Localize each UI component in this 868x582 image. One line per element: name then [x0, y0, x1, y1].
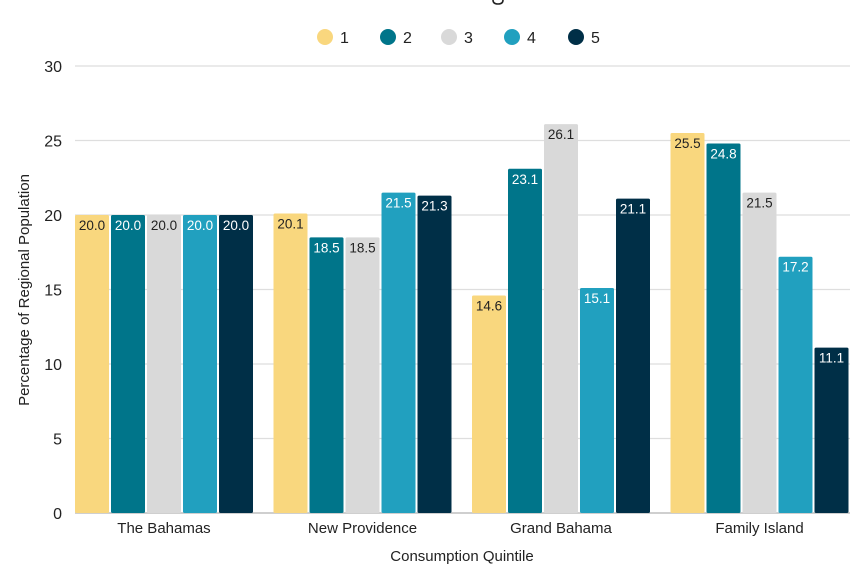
data-label: 25.5	[674, 136, 700, 151]
legend-marker	[568, 29, 584, 45]
data-label: 20.0	[151, 218, 177, 233]
legend-label: 4	[527, 30, 536, 47]
bar-series-1-1	[273, 213, 308, 513]
title-descender-fragment	[492, 0, 504, 5]
legend-marker	[504, 29, 520, 45]
data-label: 24.8	[710, 146, 736, 161]
bar-series-2-1	[309, 237, 344, 513]
bar-series-4-0	[183, 215, 217, 513]
bar-series-4-2	[580, 288, 614, 513]
y-tick-label: 5	[53, 432, 62, 449]
legend-label: 5	[591, 30, 600, 47]
legend-marker	[380, 29, 396, 45]
y-axis-title: Percentage of Regional Population	[16, 174, 33, 406]
bar-series-5-0	[219, 215, 253, 513]
data-label: 20.0	[187, 218, 213, 233]
x-tick-label: Grand Bahama	[510, 520, 612, 537]
data-label: 20.0	[115, 218, 141, 233]
y-tick-label: 20	[44, 208, 62, 225]
bar-series-4-1	[381, 192, 416, 513]
data-label: 18.5	[313, 240, 339, 255]
data-label: 20.0	[79, 218, 105, 233]
x-tick-label: New Providence	[308, 520, 417, 537]
data-label: 14.6	[476, 298, 502, 313]
bar-series-5-2	[616, 198, 650, 514]
bar-series-4-3	[778, 256, 813, 513]
bar-series-3-3	[742, 192, 777, 513]
bars	[75, 124, 849, 514]
y-tick-label: 30	[44, 59, 62, 76]
x-axis-title: Consumption Quintile	[390, 548, 533, 565]
bar-series-1-0	[75, 215, 109, 513]
bar-series-1-2	[472, 295, 506, 513]
bar-series-2-3	[706, 143, 741, 514]
legend-marker	[317, 29, 333, 45]
data-label: 26.1	[548, 127, 574, 142]
bar-series-2-0	[111, 215, 145, 513]
data-label: 11.1	[819, 351, 844, 366]
legend-marker	[441, 29, 457, 45]
data-label: 21.5	[385, 196, 411, 211]
bar-series-2-2	[508, 168, 542, 513]
legend-item-3: 3	[441, 29, 473, 47]
data-label: 17.2	[782, 260, 808, 275]
data-label: 21.3	[421, 199, 447, 214]
chart-title-clipped	[492, 0, 504, 5]
bar-series-5-3	[814, 347, 849, 513]
data-label: 20.0	[223, 218, 249, 233]
bar-series-5-1	[417, 195, 452, 513]
bar-series-3-2	[544, 124, 578, 514]
y-tick-label: 25	[44, 134, 62, 151]
legend-label: 3	[464, 30, 473, 47]
data-label: 20.1	[277, 217, 303, 232]
y-tick-label: 15	[44, 283, 62, 300]
bar-series-3-1	[345, 237, 380, 513]
y-tick-label: 10	[44, 357, 62, 374]
x-axis-ticks: The Bahamas New Providence Grand Bahama Fam…	[117, 520, 803, 537]
data-label: 21.5	[746, 196, 772, 211]
x-tick-label: The Bahamas	[117, 520, 210, 537]
data-label: 15.1	[584, 291, 610, 306]
data-label: 21.1	[620, 202, 646, 217]
data-label: 18.5	[349, 240, 375, 255]
legend-label: 2	[403, 30, 412, 47]
legend-item-5: 5	[568, 29, 600, 47]
data-labels: 20.0 20.0 20.0 20.0 20.0 20.1 18.5 18.5 21.5 21.3…	[79, 127, 844, 365]
legend: 1 2 3 4 5	[317, 29, 600, 47]
y-tick-label: 0	[53, 506, 62, 523]
bar-series-1-3	[670, 133, 705, 514]
legend-item-1: 1	[317, 29, 349, 47]
legend-label: 1	[340, 30, 349, 47]
legend-item-2: 2	[380, 29, 412, 47]
data-label: 23.1	[512, 172, 538, 187]
legend-item-4: 4	[504, 29, 536, 47]
bar-series-3-0	[147, 215, 181, 513]
y-axis-ticks: 0 5 10 15 20 25 30	[44, 59, 62, 523]
x-tick-label: Family Island	[715, 520, 803, 537]
